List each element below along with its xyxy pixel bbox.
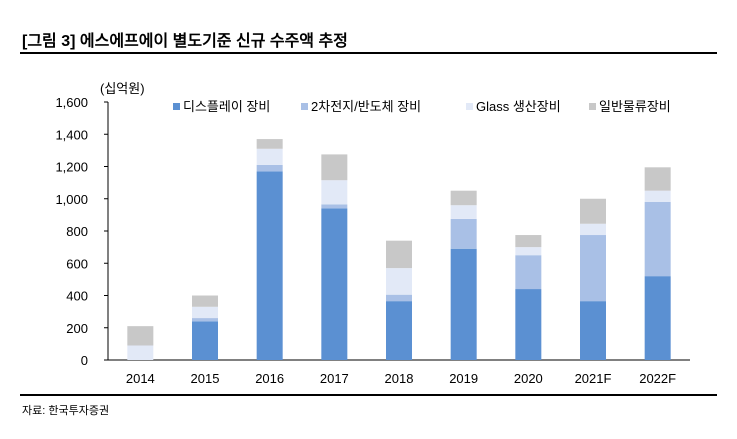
y-tick-label: 200: [66, 321, 88, 336]
x-tick-label: 2021F: [575, 371, 612, 386]
y-tick-label: 1,400: [55, 127, 88, 142]
bar-segment-battery-semiconductor-equipment-2016: [256, 164, 283, 172]
y-axis-unit-label: (십억원): [100, 81, 145, 96]
chart-legend: 디스플레이 장비 2차전지/반도체 장비 Glass 생산장비 일반물류장비: [173, 99, 671, 114]
bar-segment-display-equipment-2016: [256, 171, 283, 360]
legend-item-logistics-equipment: 일반물류장비: [589, 99, 671, 114]
legend-label: 일반물류장비: [599, 99, 671, 114]
bar-segment-glass-production-equipment-2017: [321, 180, 348, 205]
bar-segment-logistics-equipment-2019: [450, 190, 477, 206]
bar-segment-battery-semiconductor-equipment-2019: [450, 218, 477, 249]
y-tick-label: 1,000: [55, 192, 88, 207]
bar-segment-logistics-equipment-2022f: [644, 167, 671, 191]
bar-segment-glass-production-equipment-2022f: [644, 190, 671, 202]
y-tick-label: 600: [66, 256, 88, 271]
x-tick-label: 2014: [126, 371, 155, 386]
legend-swatch: [466, 103, 473, 110]
bar-segment-glass-production-equipment-2014: [127, 345, 154, 360]
bar-segment-battery-semiconductor-equipment-2015: [192, 318, 218, 322]
legend-item-battery-semiconductor-equipment: 2차전지/반도체 장비: [301, 99, 421, 114]
bar-segment-logistics-equipment-2015: [192, 295, 218, 307]
legend-swatch: [301, 103, 308, 110]
bar-segment-logistics-equipment-2018: [386, 240, 412, 269]
x-tick-label: 2018: [385, 371, 414, 386]
legend-label: 2차전지/반도체 장비: [311, 99, 421, 114]
bar-segment-display-equipment-2020: [515, 289, 542, 360]
bar-segment-battery-semiconductor-equipment-2020: [515, 255, 542, 290]
source-divider: [20, 394, 717, 396]
legend-item-glass-production-equipment: Glass 생산장비: [466, 99, 561, 114]
bar-segment-display-equipment-2017: [321, 208, 348, 360]
bar-segment-battery-semiconductor-equipment-2022f: [644, 201, 671, 277]
figure-title: [그림 3] 에스에프에이 별도기준 신규 수주액 추정: [22, 33, 348, 50]
bar-segment-logistics-equipment-2020: [515, 235, 542, 248]
bar-segment-glass-production-equipment-2015: [192, 306, 218, 319]
source-note: 자료: 한국투자증권: [22, 405, 110, 417]
bar-segment-battery-semiconductor-equipment-2017: [321, 204, 348, 209]
x-tick-label: 2015: [191, 371, 220, 386]
bar-segment-logistics-equipment-2017: [321, 154, 348, 181]
bar-segment-logistics-equipment-2021f: [580, 198, 606, 224]
y-tick-label: 1,200: [55, 160, 88, 175]
x-tick-label: 2020: [514, 371, 543, 386]
bar-segment-display-equipment-2015: [192, 321, 218, 360]
legend-item-display-equipment: 디스플레이 장비: [173, 99, 270, 114]
legend-swatch: [589, 103, 596, 110]
bar-segment-glass-production-equipment-2019: [450, 205, 477, 219]
bar-segment-glass-production-equipment-2021f: [580, 223, 606, 236]
bar-segment-logistics-equipment-2016: [256, 139, 283, 149]
x-tick-label: 2019: [449, 371, 478, 386]
legend-swatch: [173, 103, 180, 110]
chart-labels: (십억원) 0 200 400 600 800 1,000 1,200 1,400 1,600 20…: [55, 81, 676, 386]
x-tick-label: 2017: [320, 371, 349, 386]
bar-segment-logistics-equipment-2014: [127, 326, 154, 346]
chart-bars: [127, 139, 671, 360]
y-tick-label: 0: [81, 353, 88, 368]
bar-segment-display-equipment-2022f: [644, 276, 671, 360]
bar-segment-display-equipment-2018: [386, 301, 412, 360]
bar-segment-display-equipment-2019: [450, 248, 477, 360]
y-tick-label: 1,600: [55, 95, 88, 110]
x-tick-label: 2016: [255, 371, 284, 386]
bar-segment-battery-semiconductor-equipment-2018: [386, 294, 412, 302]
bar-segment-battery-semiconductor-equipment-2021f: [580, 235, 606, 302]
bar-segment-glass-production-equipment-2020: [515, 247, 542, 256]
bar-segment-display-equipment-2021f: [580, 301, 606, 360]
y-tick-label: 800: [66, 224, 88, 239]
x-tick-label: 2022F: [639, 371, 676, 386]
title-divider: [20, 52, 717, 54]
legend-label: 디스플레이 장비: [183, 99, 270, 114]
bar-segment-glass-production-equipment-2016: [256, 148, 283, 165]
legend-label: Glass 생산장비: [476, 99, 561, 114]
bar-segment-glass-production-equipment-2018: [386, 268, 412, 295]
y-tick-label: 400: [66, 289, 88, 304]
